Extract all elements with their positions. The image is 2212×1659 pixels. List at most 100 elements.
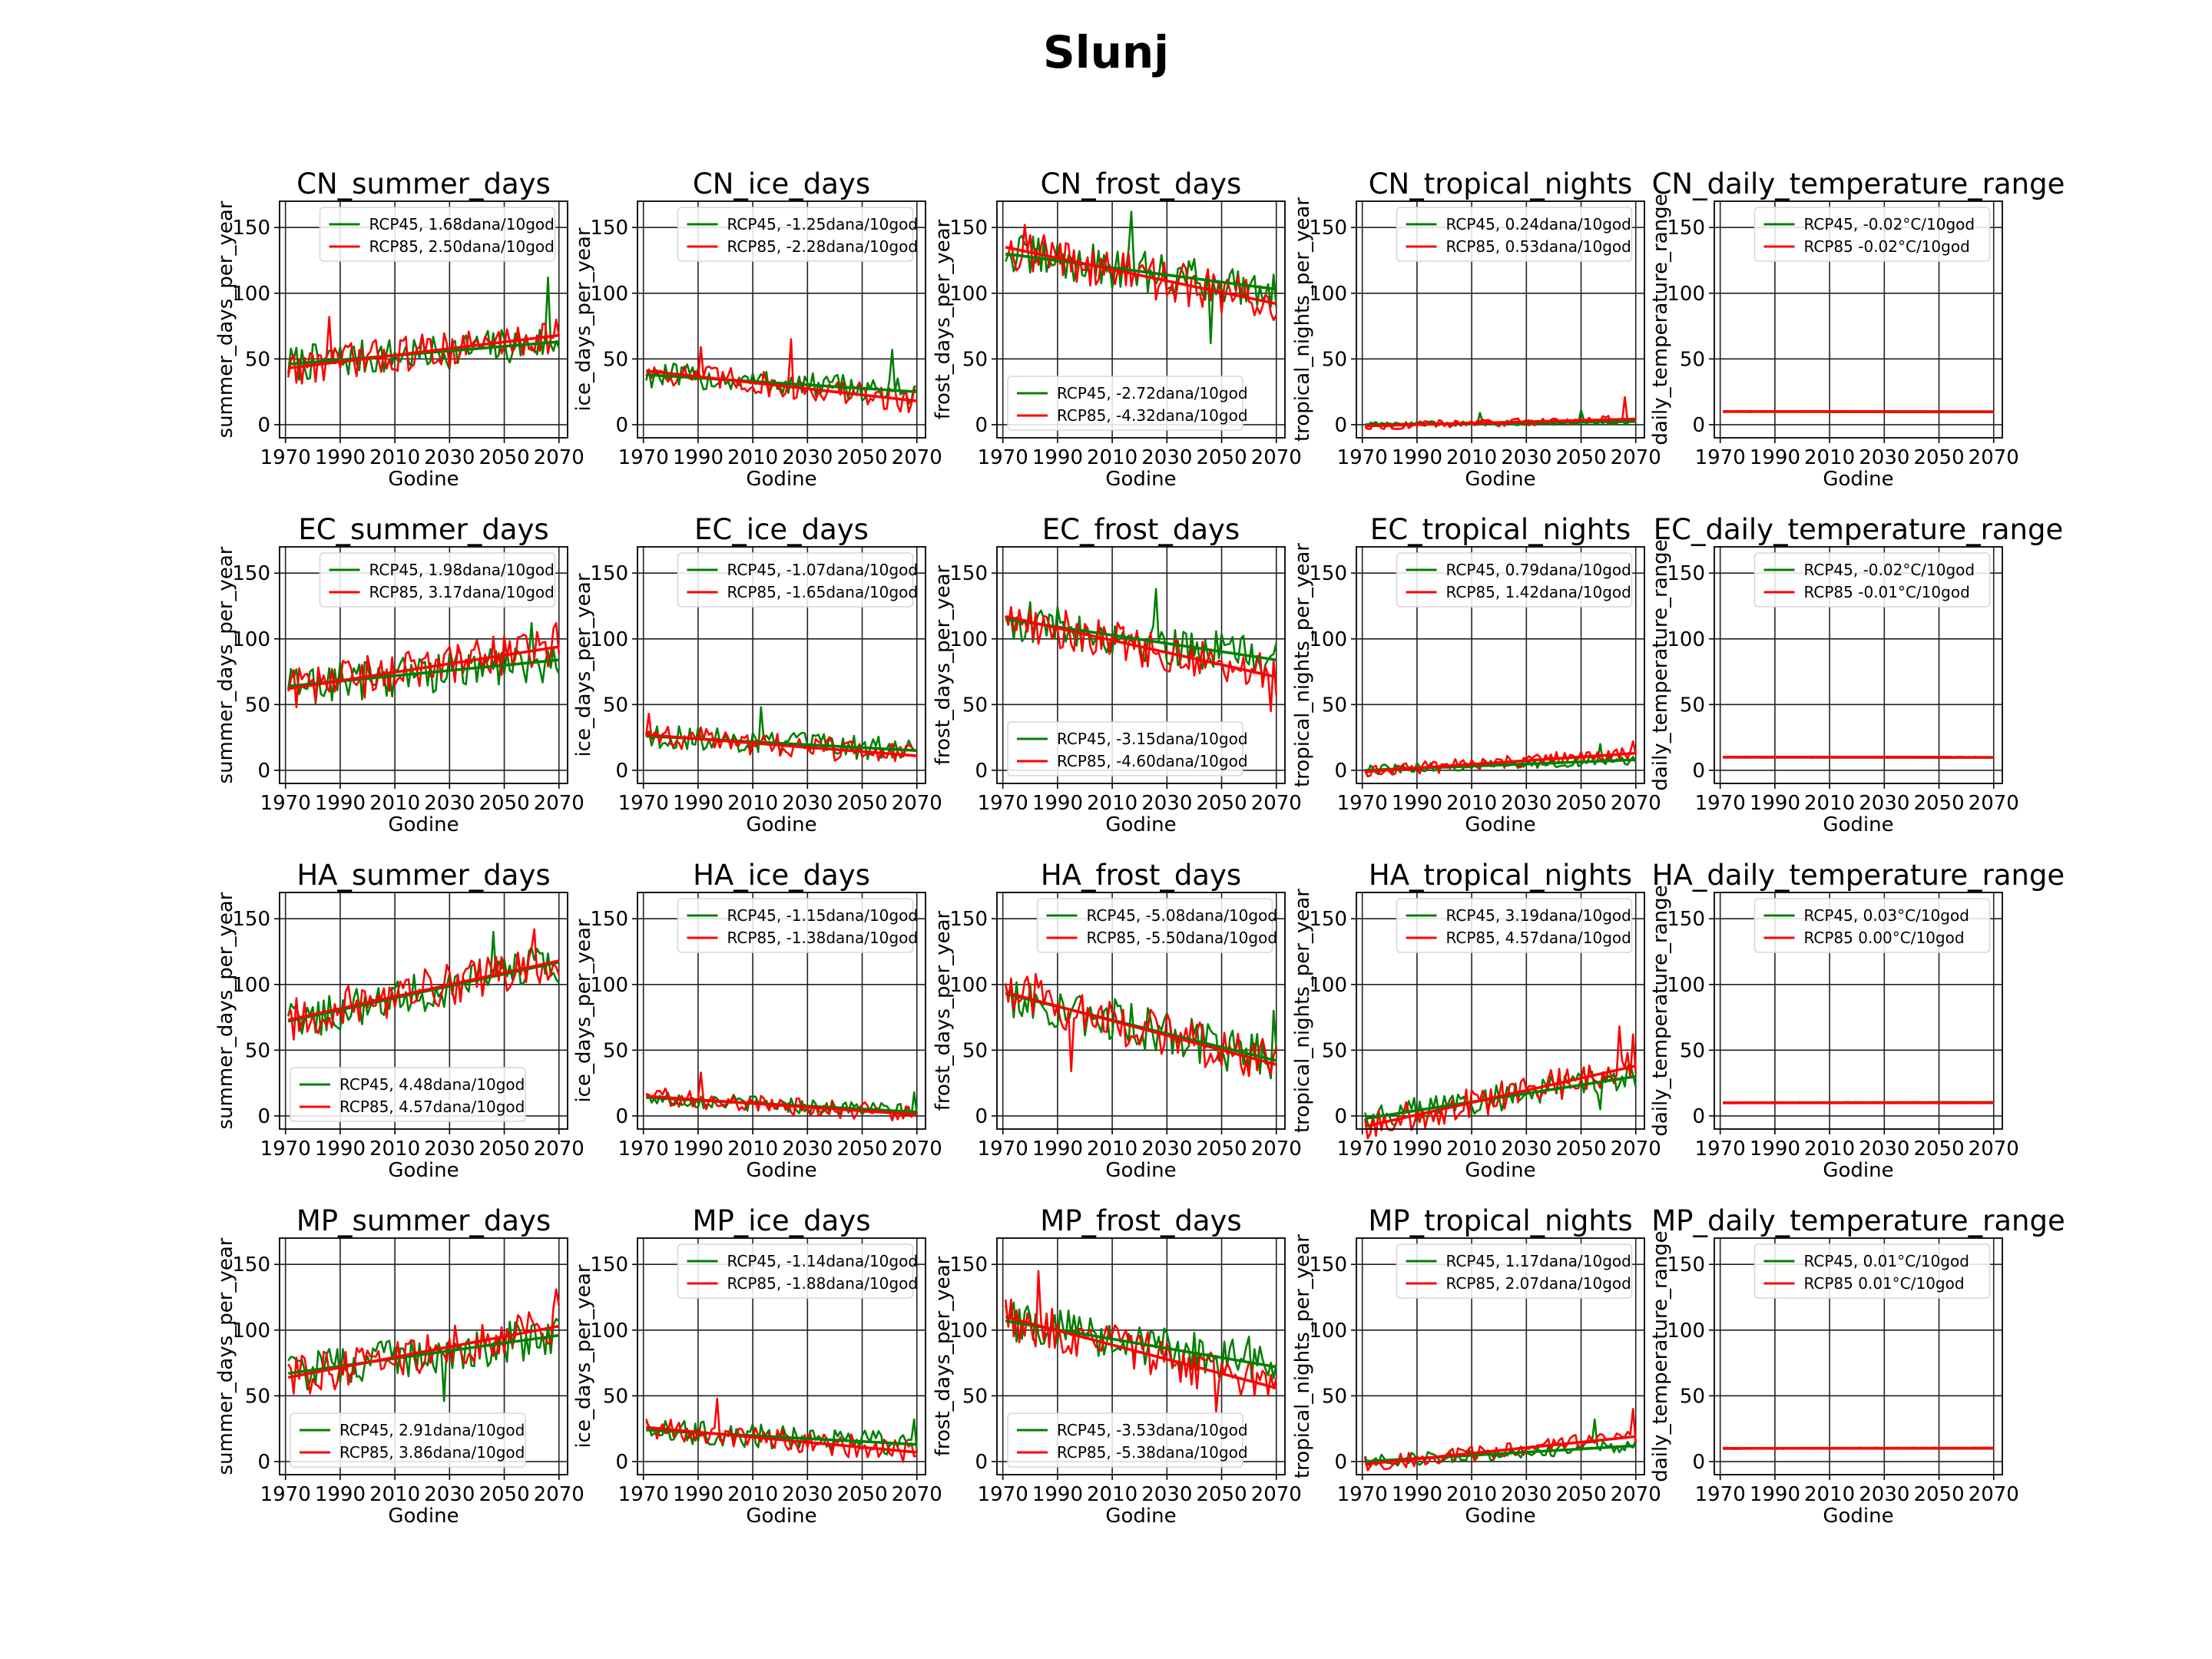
x-tick-label: 2050 [478, 1137, 529, 1161]
x-tick-label: 2010 [369, 1137, 420, 1161]
axes-frame [637, 200, 926, 439]
panel-title: CN_frost_days [1041, 167, 1242, 200]
legend-box [290, 1412, 526, 1468]
legend-box [1396, 552, 1633, 608]
x-tick-label: 1990 [315, 1483, 366, 1506]
y-axis-label: summer_days_per_year [214, 200, 237, 438]
panel-EC_ice_days: EC_ice_days 1970 1990 2010 2030 2050 2070 0 50 10… [572, 513, 942, 836]
legend-box [1396, 1243, 1633, 1299]
x-tick-label: 2070 [892, 1483, 942, 1506]
y-tick-label: 100 [590, 628, 628, 651]
y-tick-label: 100 [1667, 974, 1705, 997]
x-axis-label: Godine [1105, 813, 1176, 836]
panel-HA_ice_days: HA_ice_days 1970 1990 2010 2030 2050 2070 0 50 10… [572, 859, 942, 1182]
legend-entry: RCP85 0.01°C/10god [1804, 1274, 1965, 1293]
series-line-RCP85 [645, 338, 918, 414]
legend-box [1007, 1412, 1243, 1468]
x-tick-label: 1990 [673, 1137, 724, 1161]
legend: RCP45, 1.68dana/10god RCP85, 2.50dana/10g… [319, 207, 556, 262]
legend: RCP45, 3.19dana/10god RCP85, 4.57dana/10g… [1396, 898, 1633, 953]
panel-title: CN_summer_days [296, 167, 551, 200]
panel-MP_frost_days: MP_frost_days 1970 1990 2010 2030 2050 2070 0 50… [932, 1204, 1302, 1528]
x-tick-label: 1970 [978, 446, 1028, 469]
x-tick-label: 2050 [836, 446, 887, 469]
y-tick-label: 50 [245, 1385, 270, 1408]
panel-title: CN_daily_temperature_range [1652, 167, 2065, 200]
legend: RCP45, 2.91dana/10god RCP85, 3.86dana/10g… [290, 1412, 526, 1468]
y-tick-label: 50 [245, 1039, 270, 1062]
x-tick-label: 1970 [978, 792, 1028, 815]
y-tick-label: 50 [1680, 1039, 1705, 1062]
trend-line-RCP45 [646, 373, 917, 393]
y-tick-label: 0 [1692, 760, 1705, 783]
panel-CN_tropical_nights: CN_tropical_nights 1970 1990 2010 2030 2050 20… [1291, 167, 1661, 491]
x-axis-label: Godine [746, 468, 816, 491]
y-tick-label: 100 [1309, 974, 1347, 997]
x-tick-label: 1990 [1750, 1483, 1800, 1506]
panel-title: HA_frost_days [1041, 859, 1241, 892]
y-tick-label: 50 [603, 1385, 628, 1408]
x-tick-label: 1990 [1392, 792, 1442, 815]
x-tick-label: 2030 [1141, 1483, 1192, 1506]
y-tick-label: 150 [949, 217, 988, 240]
x-tick-label: 2010 [1087, 792, 1137, 815]
legend: RCP45, -3.53dana/10god RCP85, -5.38dana/1… [1007, 1412, 1248, 1468]
panel-CN_ice_days: CN_ice_days 1970 1990 2010 2030 2050 2070 0 50 10… [572, 167, 942, 491]
panel-title: EC_frost_days [1042, 513, 1240, 546]
x-tick-label: 1990 [1392, 446, 1442, 469]
y-tick-label: 100 [232, 628, 270, 651]
legend-entry: RCP45, -2.72dana/10god [1057, 384, 1248, 402]
y-tick-label: 0 [1692, 1451, 1705, 1474]
axes-frame [279, 1237, 568, 1475]
x-tick-label: 2030 [1141, 792, 1192, 815]
y-tick-label: 150 [1309, 908, 1347, 931]
legend: RCP45, -5.08dana/10god RCP85, -5.50dana/1… [1036, 898, 1277, 953]
x-tick-label: 1990 [1750, 446, 1800, 469]
x-tick-label: 2050 [1555, 792, 1606, 815]
x-tick-label: 2070 [1969, 446, 2019, 469]
trend-line-RCP85 [1005, 246, 1277, 306]
y-tick-label: 150 [1667, 1253, 1705, 1277]
y-tick-label: 0 [975, 760, 988, 783]
axes-frame [1714, 892, 2003, 1130]
legend-box [1007, 721, 1243, 777]
y-tick-label: 50 [962, 1385, 988, 1408]
x-tick-label: 2070 [1251, 1137, 1302, 1161]
legend-entry: RCP85, -2.28dana/10god [727, 237, 919, 256]
x-tick-label: 2010 [369, 792, 420, 815]
x-tick-label: 2050 [1196, 446, 1247, 469]
y-axis-label: tropical_nights_per_year [1291, 197, 1314, 442]
x-tick-label: 1990 [1392, 1137, 1442, 1161]
legend: RCP45, -2.72dana/10god RCP85, -4.32dana/1… [1007, 376, 1248, 431]
y-tick-label: 150 [1667, 908, 1705, 931]
panel-HA_summer_days: HA_summer_days 1970 1990 2010 2030 2050 2070 0 5… [214, 859, 584, 1182]
legend-entry: RCP45, -3.53dana/10god [1057, 1421, 1248, 1439]
panel-MP_tropical_nights: MP_tropical_nights 1970 1990 2010 2030 2050 20… [1291, 1204, 1661, 1528]
legend-box [1036, 898, 1273, 953]
panel-CN_summer_days: CN_summer_days 1970 1990 2010 2030 2050 2070 0 5… [214, 167, 584, 491]
y-tick-label: 50 [245, 348, 270, 371]
panel-MP_ice_days: MP_ice_days 1970 1990 2010 2030 2050 2070 0 50 10… [572, 1204, 942, 1528]
x-tick-label: 2010 [727, 446, 778, 469]
legend-box [290, 1067, 526, 1122]
x-tick-label: 2070 [1611, 1483, 1661, 1506]
legend: RCP45, -3.15dana/10god RCP85, -4.60dana/1… [1007, 721, 1248, 777]
panel-title: HA_summer_days [296, 859, 550, 892]
series-line-RCP85 [645, 712, 918, 763]
legend: RCP45, -0.02°C/10god RCP85 -0.01°C/10god [1753, 552, 1991, 608]
y-tick-label: 0 [1334, 414, 1347, 437]
x-tick-label: 1970 [1337, 792, 1388, 815]
legend-entry: RCP45, -1.15dana/10god [727, 906, 919, 925]
y-axis-label: frost_days_per_year [932, 910, 955, 1111]
y-tick-label: 50 [1322, 1385, 1347, 1408]
series-line-RCP85 [1005, 972, 1278, 1078]
series-line-RCP85 [645, 1071, 917, 1122]
axes-frame [996, 892, 1286, 1130]
y-tick-label: 50 [1680, 1385, 1705, 1408]
y-tick-label: 0 [1334, 1105, 1347, 1128]
axes-frame [279, 546, 568, 784]
y-tick-label: 150 [590, 217, 628, 240]
legend-entry: RCP45, -0.02°C/10god [1804, 561, 1975, 579]
panel-HA_tropical_nights: HA_tropical_nights 1970 1990 2010 2030 2050 20… [1291, 859, 1661, 1182]
axes-frame [279, 200, 568, 439]
